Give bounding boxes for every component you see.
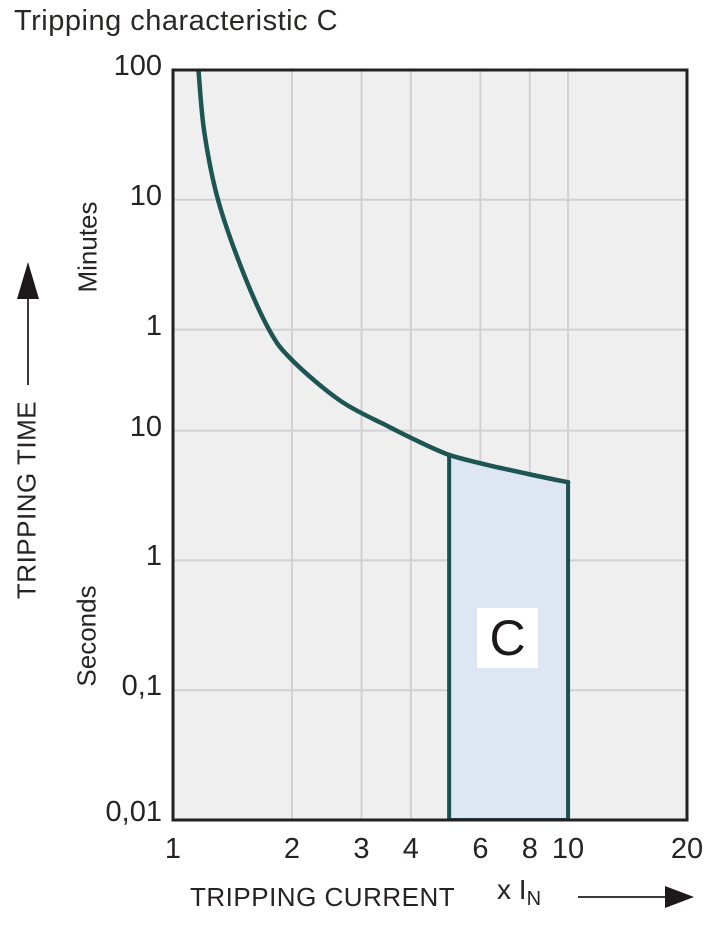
y-tick-label: 10	[129, 179, 162, 212]
y-tick-label: 10	[129, 410, 162, 443]
x-tick-label: 6	[472, 833, 489, 865]
tripping-curve	[196, 69, 571, 485]
x-tick-label: 1	[164, 833, 182, 865]
y-axis-arrow-up-icon	[17, 262, 39, 299]
y-axis-title: TRIPPING TIME	[11, 400, 42, 600]
x-tick-label: 10	[551, 833, 585, 865]
region-label-c: C	[477, 608, 538, 668]
x-tick-label: 20	[670, 833, 704, 865]
y-tick-label: 1	[145, 309, 162, 342]
plot-frame	[171, 68, 689, 822]
y-tick-label: 0,1	[121, 670, 162, 703]
x-axis-arrow-right-icon	[665, 886, 694, 908]
x-axis-multiplier-label: x IN	[497, 874, 541, 909]
x-tick-label: 4	[402, 833, 419, 865]
x-axis-multiplier-base: x I	[497, 874, 527, 905]
x-axis-title: TRIPPING CURRENT	[190, 882, 456, 912]
y-tick-label: 1	[145, 540, 162, 573]
x-tick-label: 8	[521, 833, 538, 865]
x-tick-label: 3	[353, 833, 370, 865]
y-tick-label: 100	[113, 50, 162, 82]
y-axis-unit-minutes: Minutes	[72, 201, 103, 293]
y-tick-label: 0,01	[105, 796, 162, 828]
x-tick-label: 2	[283, 833, 300, 865]
figure-title: Tripping characteristic C	[14, 5, 339, 37]
x-axis-multiplier-subscript: N	[526, 888, 542, 910]
